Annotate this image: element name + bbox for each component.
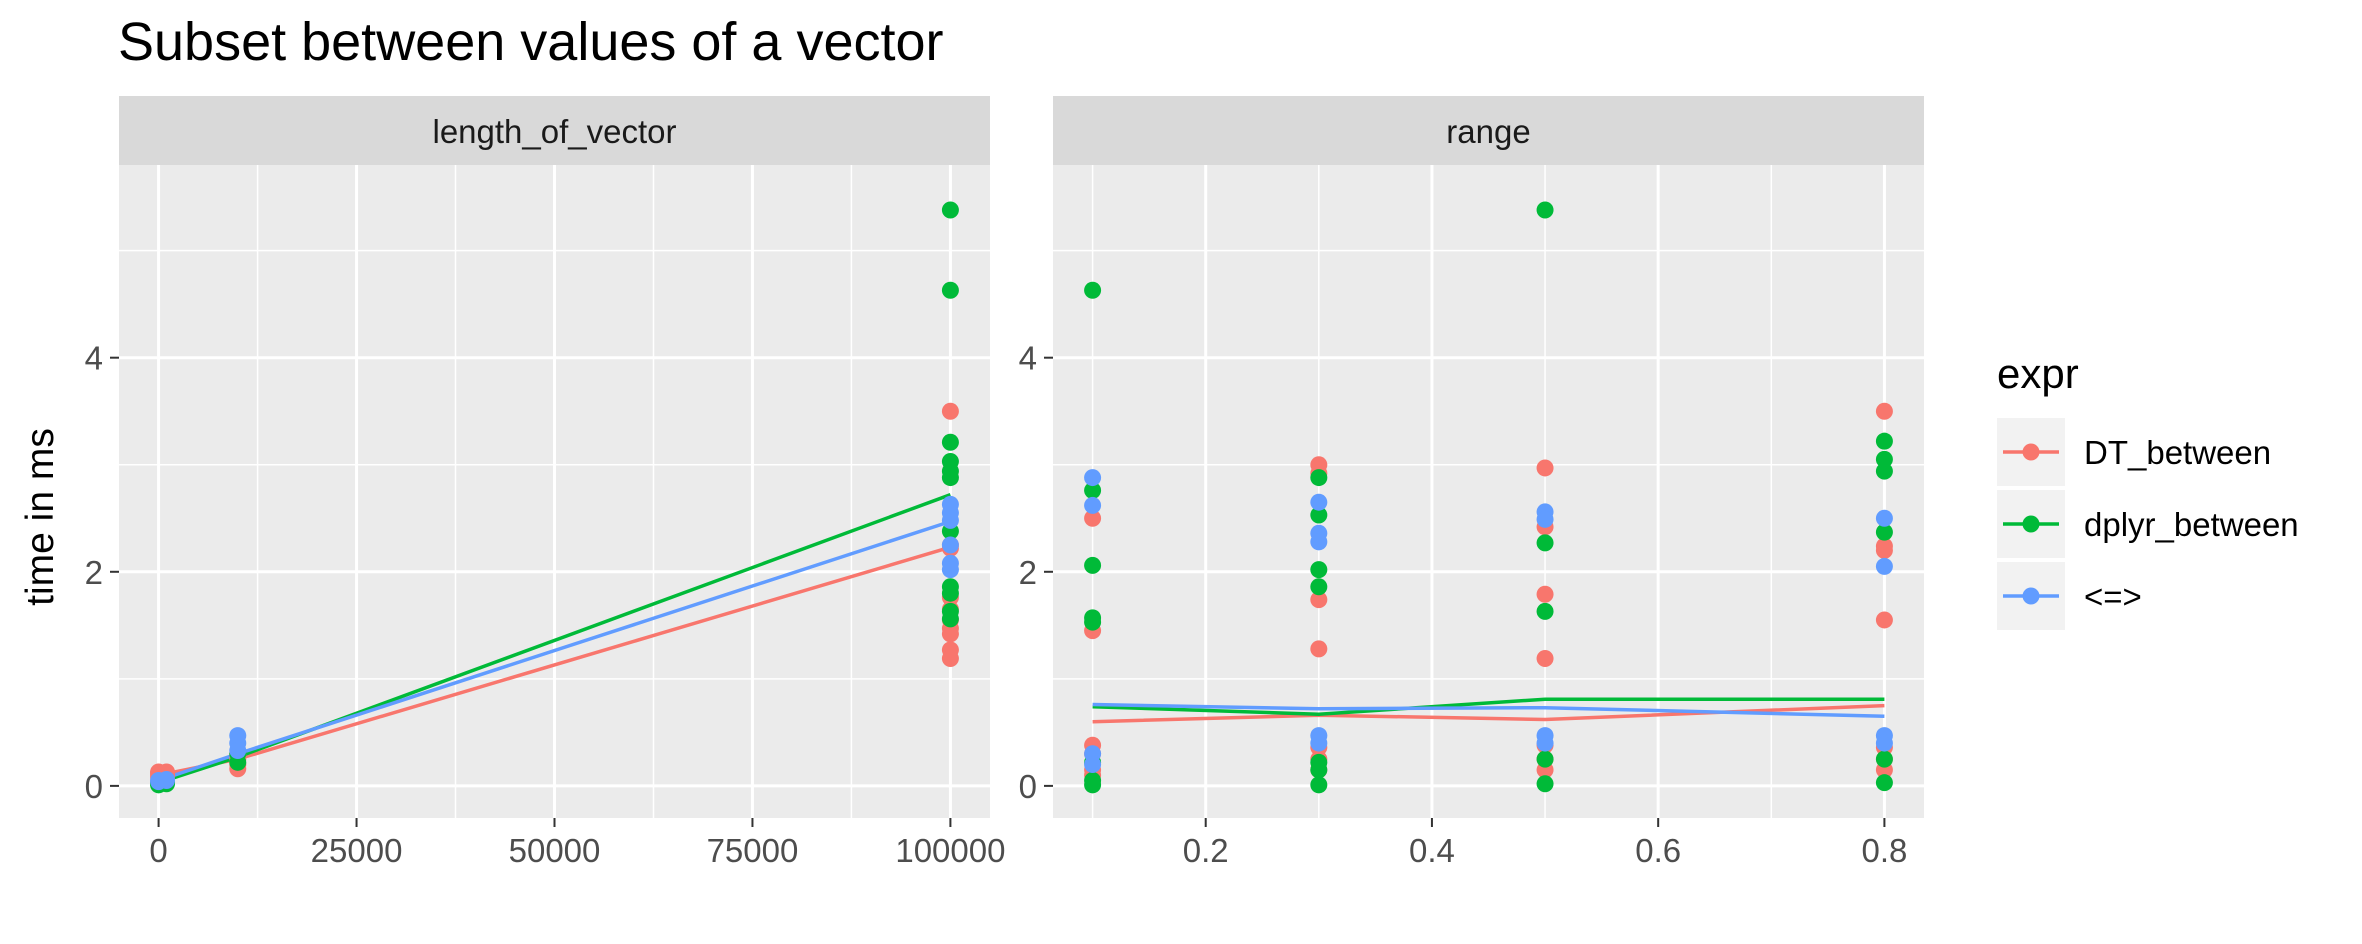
point-dplyr-between xyxy=(941,584,959,602)
chart-panels: length_of_vector 0 2 4 0 25000 50000 75000 10000… xyxy=(85,96,1924,869)
point-dt-between xyxy=(1875,541,1893,559)
point-dplyr-between xyxy=(941,433,959,451)
point-dplyr-between xyxy=(1084,481,1102,499)
point-dplyr-between xyxy=(1875,462,1893,480)
x-tick-label: 25000 xyxy=(311,832,403,869)
point-dplyr-between xyxy=(941,281,959,299)
panel-length-of-vector: length_of_vector 0 2 4 0 25000 50000 75000 10000… xyxy=(85,96,1005,869)
point-dplyr-between xyxy=(1084,776,1102,794)
point-dplyr-between xyxy=(1084,556,1102,574)
x-tick-label: 0 xyxy=(149,832,167,869)
x-tick-label: 50000 xyxy=(509,832,601,869)
legend-title: expr xyxy=(1997,350,2079,397)
point-leq-geq xyxy=(1536,734,1554,752)
point-dt-between xyxy=(1875,611,1893,629)
point-dt-between xyxy=(1536,459,1554,477)
point-leq-geq xyxy=(1310,533,1328,551)
legend-item-dplyr-between: dplyr_between xyxy=(1997,490,2299,558)
point-leq-geq xyxy=(1310,493,1328,511)
y-tick-label: 2 xyxy=(85,554,103,591)
x-tick-label: 0.6 xyxy=(1635,832,1681,869)
point-dplyr-between xyxy=(941,610,959,628)
point-dt-between xyxy=(941,402,959,420)
point-dplyr-between xyxy=(1310,469,1328,487)
legend-key-point xyxy=(2022,515,2040,533)
y-tick-label: 4 xyxy=(85,340,103,377)
legend-item-leq-geq: <=> xyxy=(1997,562,2142,630)
point-dt-between xyxy=(941,649,959,667)
point-dplyr-between xyxy=(1536,201,1554,219)
point-dt-between xyxy=(1875,402,1893,420)
legend-label: <=> xyxy=(2084,578,2142,615)
x-tick-label: 100000 xyxy=(895,832,1005,869)
legend-keys: DT_between dplyr_between <=> xyxy=(1997,418,2299,630)
point-dplyr-between xyxy=(1875,523,1893,541)
point-dplyr-between xyxy=(1084,281,1102,299)
point-dt-between xyxy=(1084,509,1102,527)
point-dplyr-between xyxy=(1536,750,1554,768)
point-dplyr-between xyxy=(1875,450,1893,468)
point-leq-geq xyxy=(1084,755,1102,773)
legend: expr DT_between dplyr_between <=> xyxy=(1997,350,2299,630)
point-dplyr-between xyxy=(1310,561,1328,579)
point-dt-between xyxy=(1536,585,1554,603)
point-dplyr-between xyxy=(1310,776,1328,794)
x-tick-label: 75000 xyxy=(707,832,799,869)
point-dplyr-between xyxy=(1875,750,1893,768)
point-leq-geq xyxy=(1536,510,1554,528)
point-dt-between xyxy=(1536,649,1554,667)
point-dplyr-between xyxy=(941,469,959,487)
y-tick-label: 0 xyxy=(1019,768,1037,805)
facet-strip-label: length_of_vector xyxy=(432,113,676,150)
legend-item-dt-between: DT_between xyxy=(1997,418,2271,486)
point-dt-between xyxy=(1310,640,1328,658)
y-tick-label: 0 xyxy=(85,768,103,805)
point-dt-between xyxy=(1310,591,1328,609)
panel-range: range 0 2 4 0.2 0.4 0.6 0.8 xyxy=(1019,96,1924,869)
point-leq-geq xyxy=(229,742,247,760)
facet-strip-label: range xyxy=(1446,113,1530,150)
point-dplyr-between xyxy=(1536,534,1554,552)
legend-key-point xyxy=(2022,587,2040,605)
x-tick-label: 0.4 xyxy=(1409,832,1455,869)
point-leq-geq xyxy=(1875,557,1893,575)
y-axis-title: time in ms xyxy=(19,428,62,606)
series-line-leq-geq xyxy=(1092,702,1885,719)
point-dplyr-between xyxy=(1536,602,1554,620)
point-dplyr-between xyxy=(1310,506,1328,524)
legend-label: DT_between xyxy=(2084,434,2271,471)
point-dplyr-between xyxy=(1536,775,1554,793)
point-dplyr-between xyxy=(1310,761,1328,779)
point-leq-geq xyxy=(1084,469,1102,487)
point-leq-geq xyxy=(1875,734,1893,752)
facet-strip xyxy=(119,96,990,165)
point-dplyr-between xyxy=(1875,432,1893,450)
x-tick-label: 0.2 xyxy=(1183,832,1229,869)
point-dplyr-between xyxy=(1310,578,1328,596)
legend-label: dplyr_between xyxy=(2084,506,2299,543)
point-leq-geq xyxy=(941,561,959,579)
point-leq-geq xyxy=(1084,496,1102,514)
point-dplyr-between xyxy=(941,201,959,219)
point-leq-geq xyxy=(1875,509,1893,527)
x-tick-label: 0.8 xyxy=(1861,832,1907,869)
point-leq-geq xyxy=(941,536,959,554)
facet-strip xyxy=(1053,96,1924,165)
point-dplyr-between xyxy=(1084,613,1102,631)
point-dplyr-between xyxy=(1875,774,1893,792)
point-dt-between xyxy=(941,625,959,643)
y-tick-label: 2 xyxy=(1019,554,1037,591)
point-leq-geq xyxy=(1310,734,1328,752)
legend-key-point xyxy=(2022,443,2040,461)
chart-title: Subset between values of a vector xyxy=(118,12,944,72)
point-leq-geq xyxy=(941,511,959,529)
point-leq-geq xyxy=(158,772,176,790)
y-tick-label: 4 xyxy=(1019,340,1037,377)
